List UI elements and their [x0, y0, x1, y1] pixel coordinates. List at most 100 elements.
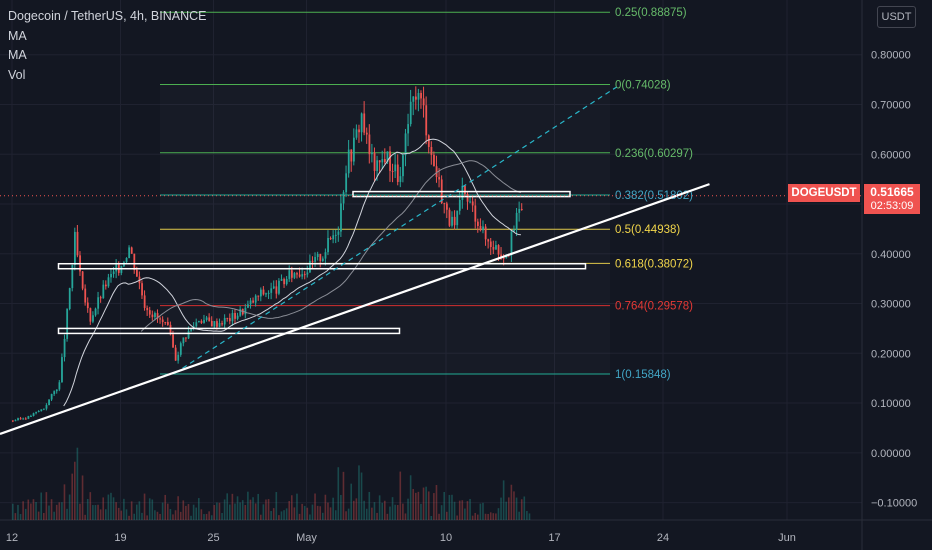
- candle-body[interactable]: [322, 258, 324, 261]
- candle-body[interactable]: [179, 343, 182, 355]
- candle-body[interactable]: [210, 320, 213, 327]
- candle-body[interactable]: [337, 231, 340, 235]
- candle-body[interactable]: [415, 96, 417, 100]
- candle-body[interactable]: [510, 231, 513, 256]
- candle-body[interactable]: [37, 411, 40, 413]
- candle-body[interactable]: [24, 418, 27, 420]
- candle-body[interactable]: [177, 354, 180, 361]
- candle-body[interactable]: [236, 315, 239, 319]
- candle-body[interactable]: [345, 173, 348, 193]
- candle-body[interactable]: [332, 235, 335, 240]
- candle-body[interactable]: [520, 208, 523, 210]
- candle-body[interactable]: [497, 245, 500, 255]
- candle-body[interactable]: [99, 297, 102, 299]
- candle-body[interactable]: [353, 137, 355, 162]
- candle-body[interactable]: [48, 399, 50, 406]
- candle-body[interactable]: [360, 113, 363, 133]
- candle-body[interactable]: [412, 96, 415, 102]
- candle-body[interactable]: [443, 203, 446, 205]
- candle-body[interactable]: [182, 337, 185, 344]
- candle-body[interactable]: [218, 323, 221, 327]
- indicator-ma-1[interactable]: MA: [8, 28, 27, 43]
- candle-body[interactable]: [474, 205, 477, 222]
- candle-body[interactable]: [425, 105, 428, 136]
- candle-body[interactable]: [167, 322, 169, 325]
- candle-body[interactable]: [316, 254, 319, 257]
- candle-body[interactable]: [399, 176, 402, 182]
- candle-body[interactable]: [404, 133, 407, 156]
- candle-body[interactable]: [435, 166, 438, 178]
- candle-body[interactable]: [515, 212, 518, 230]
- candle-body[interactable]: [53, 391, 56, 395]
- candle-body[interactable]: [76, 231, 79, 256]
- candle-body[interactable]: [92, 315, 94, 322]
- candle-body[interactable]: [409, 101, 412, 125]
- candle-body[interactable]: [63, 338, 66, 358]
- candle-body[interactable]: [89, 308, 92, 322]
- candle-body[interactable]: [373, 152, 376, 171]
- candle-body[interactable]: [30, 415, 32, 417]
- candle-body[interactable]: [68, 288, 71, 310]
- candle-body[interactable]: [262, 289, 265, 295]
- candle-body[interactable]: [102, 284, 105, 299]
- candle-body[interactable]: [50, 394, 53, 400]
- candle-body[interactable]: [143, 295, 146, 308]
- candle-body[interactable]: [169, 324, 172, 335]
- candle-body[interactable]: [386, 151, 389, 163]
- support-zone-box[interactable]: [57, 262, 587, 270]
- candle-body[interactable]: [479, 225, 482, 231]
- candle-body[interactable]: [477, 221, 479, 226]
- candle-body[interactable]: [234, 312, 236, 319]
- candle-body[interactable]: [518, 208, 521, 213]
- rising-trendline[interactable]: [0, 183, 710, 435]
- support-zone-box[interactable]: [57, 327, 401, 335]
- candle-body[interactable]: [239, 308, 242, 316]
- candle-body[interactable]: [319, 254, 322, 261]
- candle-body[interactable]: [195, 322, 198, 327]
- candle-body[interactable]: [340, 203, 342, 232]
- candle-body[interactable]: [81, 271, 84, 289]
- candle-body[interactable]: [484, 226, 487, 240]
- candle-body[interactable]: [461, 185, 464, 200]
- candle-body[interactable]: [187, 330, 190, 339]
- candle-body[interactable]: [365, 132, 368, 135]
- candle-body[interactable]: [492, 247, 495, 250]
- candle-body[interactable]: [303, 274, 306, 276]
- candle-body[interactable]: [278, 280, 280, 294]
- candle-body[interactable]: [125, 257, 128, 263]
- candle-body[interactable]: [376, 160, 379, 171]
- candle-body[interactable]: [66, 309, 69, 339]
- candle-body[interactable]: [329, 237, 332, 240]
- candle-body[interactable]: [94, 308, 97, 316]
- candle-body[interactable]: [265, 293, 267, 295]
- candle-body[interactable]: [141, 283, 143, 296]
- candle-body[interactable]: [164, 322, 167, 324]
- candle-body[interactable]: [231, 312, 234, 322]
- candle-body[interactable]: [396, 164, 399, 182]
- candle-body[interactable]: [275, 286, 278, 294]
- candle-body[interactable]: [12, 420, 14, 422]
- candle-body[interactable]: [136, 269, 138, 277]
- candle-body[interactable]: [14, 420, 17, 422]
- candle-body[interactable]: [495, 245, 497, 250]
- candle-body[interactable]: [97, 297, 100, 309]
- candle-body[interactable]: [502, 257, 505, 259]
- candle-body[interactable]: [58, 382, 61, 390]
- candle-body[interactable]: [130, 247, 133, 254]
- candle-body[interactable]: [216, 321, 218, 327]
- candle-body[interactable]: [110, 274, 112, 278]
- candle-body[interactable]: [453, 216, 456, 226]
- candle-body[interactable]: [296, 273, 298, 275]
- candle-body[interactable]: [74, 231, 76, 265]
- candle-body[interactable]: [355, 129, 358, 138]
- candle-body[interactable]: [342, 192, 345, 204]
- candle-body[interactable]: [285, 278, 288, 285]
- candle-body[interactable]: [314, 256, 317, 262]
- candle-body[interactable]: [45, 405, 48, 409]
- candle-body[interactable]: [291, 270, 293, 278]
- candle-body[interactable]: [448, 209, 451, 226]
- candle-body[interactable]: [154, 313, 156, 318]
- candle-body[interactable]: [156, 313, 159, 319]
- candle-body[interactable]: [27, 416, 30, 419]
- candle-body[interactable]: [267, 292, 270, 294]
